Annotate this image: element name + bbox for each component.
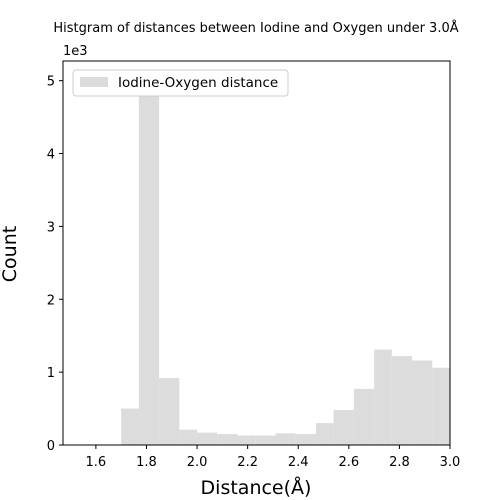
plot-area-frame [62,60,451,446]
y-tick-label: 2 [47,293,55,308]
x-tick-label: 2.8 [389,455,410,470]
y-multiplier-label: 1e3 [63,44,88,59]
y-tick-label: 1 [47,366,55,381]
histogram-bar [179,429,198,445]
x-tick-label: 2.4 [288,455,309,470]
histogram-bar [391,356,413,445]
histogram-bar [374,349,392,445]
histogram-bar [432,367,450,445]
x-tick-label: 2.0 [187,455,208,470]
y-axis: 0 1 2 3 4 5 [47,75,63,454]
y-tick-label: 3 [47,220,55,235]
x-axis-label: Distance(Å) [201,476,312,499]
y-axis-label: Count [0,226,21,282]
legend-box [72,69,289,97]
x-tick-label: 2.2 [237,455,258,470]
histogram-bar [275,433,296,445]
x-tick-label: 3.0 [440,455,461,470]
histogram-bar [295,434,316,445]
y-tick-label: 5 [47,75,55,90]
x-axis: 1.6 1.8 2.0 2.2 2.4 2.6 2.8 3.0 [86,445,461,470]
chart-title: Histgram of distances between Iodine and… [53,20,458,36]
histogram-bar [333,410,354,445]
y-tick-label: 0 [47,439,55,454]
histogram-bar [121,408,139,445]
histogram-bars [121,91,450,445]
x-tick-label: 1.8 [136,455,157,470]
legend: Iodine-Oxygen distance [72,69,289,97]
x-tick-label: 2.6 [338,455,359,470]
legend-label: Iodine-Oxygen distance [118,75,278,91]
y-tick-label: 4 [47,148,55,163]
histogram-bar [353,388,375,445]
x-tick-label: 1.6 [86,455,107,470]
legend-swatch [80,77,108,87]
histogram-bar [159,377,180,445]
histogram-bar [217,434,238,445]
histogram-bar [255,435,276,445]
histogram-bar [197,432,218,445]
histogram-bar [315,423,334,445]
histogram-bar [138,91,160,445]
histogram-bar [237,435,256,445]
histogram-bar [412,360,433,445]
